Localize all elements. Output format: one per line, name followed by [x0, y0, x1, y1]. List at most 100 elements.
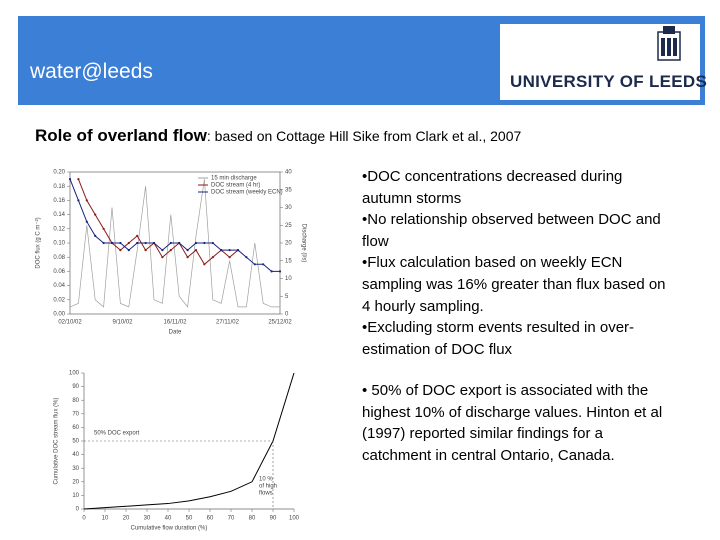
series-point [85, 220, 88, 223]
y-tick-label: 0.04 [53, 283, 65, 289]
series-point [203, 241, 206, 245]
x-tick-label: 27/11/02 [216, 320, 240, 326]
series-point [228, 256, 231, 259]
annotation: flows [259, 491, 273, 497]
series-point [203, 263, 206, 266]
series-point [102, 241, 105, 245]
y2-tick-label: 35 [285, 187, 292, 193]
university-logo: UNIVERSITY OF LEEDS [500, 24, 707, 100]
y2-axis-title: Discharge (l/s) [300, 224, 306, 263]
bullet: • 50% of DOC export is associated with t… [362, 382, 663, 464]
series-point [186, 256, 189, 259]
series-line [69, 179, 280, 308]
y-tick-label: 50 [72, 439, 79, 445]
x-tick-label: 40 [165, 516, 172, 522]
y-tick-label: 100 [69, 371, 80, 377]
y-tick-label: 0.08 [53, 255, 65, 261]
y-tick-label: 0.00 [53, 312, 65, 318]
bullet: •Flux calculation based on weekly ECN sa… [362, 254, 666, 315]
series-point [161, 249, 164, 252]
annotation: 50% DOC export [94, 431, 140, 437]
series-point [152, 241, 156, 245]
series-point [262, 263, 265, 266]
x-tick-label: 16/11/02 [164, 320, 188, 326]
heading-bold: Role of overland flow [35, 126, 207, 145]
y-tick-label: 0.10 [53, 241, 65, 247]
x-axis-title: Date [169, 330, 182, 336]
series-point [119, 249, 122, 252]
bullet: •No relationship observed between DOC an… [362, 211, 661, 250]
x-tick-label: 90 [270, 516, 277, 522]
heading-rest: : based on Cottage Hill Sike from Clark … [206, 128, 522, 144]
y-axis-title: DOC flux (g C m⁻²) [36, 217, 42, 268]
series-line [69, 178, 280, 272]
y2-tick-label: 5 [285, 294, 289, 300]
series-point [253, 263, 256, 266]
series-point [77, 178, 80, 181]
series-point [110, 241, 114, 245]
y-tick-label: 0.12 [53, 226, 65, 232]
x-tick-label: 25/12/02 [268, 320, 292, 326]
figure-timeseries: 0.00 0.02 0.04 0.06 0.08 0.10 0.12 0.14 0.16 0.18… [36, 170, 307, 336]
y-tick-label: 60 [72, 425, 79, 431]
series-point [194, 249, 198, 252]
x-tick-label: 50 [186, 516, 193, 522]
series-point [194, 241, 198, 245]
series-point [186, 249, 189, 252]
series-point [136, 234, 139, 237]
y2-tick-label: 15 [285, 258, 292, 264]
y-tick-label: 40 [72, 452, 79, 458]
y-tick-label: 70 [72, 411, 79, 417]
x-tick-label: 70 [228, 516, 235, 522]
bullets-top: •DOC concentrations decreased during aut… [362, 166, 672, 360]
x-tick-label: 10 [102, 516, 109, 522]
y-tick-label: 10 [72, 493, 79, 499]
x-tick-label: 80 [249, 516, 256, 522]
y2-tick-label: 40 [285, 170, 292, 176]
y2-tick-label: 25 [285, 223, 292, 229]
curve [83, 372, 295, 510]
x-tick-label: 60 [207, 516, 214, 522]
x-axis-title: Cumulative flow duration (%) [131, 526, 208, 532]
y-tick-label: 0.18 [53, 184, 65, 190]
series-line [77, 178, 239, 266]
y-tick-label: 0.06 [53, 269, 65, 275]
legend-label: DOC stream (weekly ECN) [211, 190, 283, 196]
bullet: •DOC concentrations decreased during aut… [362, 168, 623, 207]
annotation: of high [259, 484, 277, 490]
series-point [228, 249, 231, 252]
bullets-bottom: • 50% of DOC export is associated with t… [362, 380, 672, 466]
x-tick-label: 02/10/02 [58, 320, 82, 326]
bullet: •Excluding storm events resulted in over… [362, 319, 635, 358]
y-tick-label: 80 [72, 398, 79, 404]
series-point [270, 270, 273, 273]
series-point [169, 249, 172, 252]
series-point [211, 256, 214, 259]
x-tick-label: 9/10/02 [112, 320, 133, 326]
series-point [169, 241, 172, 245]
y-axis-title: Cumulative DOC stream flux (%) [54, 397, 60, 484]
x-tick-label: 100 [289, 516, 300, 522]
series-point [220, 249, 223, 252]
x-tick-label: 20 [123, 516, 130, 522]
annotation: 10 % [259, 477, 273, 483]
y-tick-label: 30 [72, 466, 79, 472]
series-point [119, 241, 122, 245]
slide-heading: Role of overland flow: based on Cottage … [35, 126, 521, 146]
series-point [211, 241, 214, 245]
y-tick-label: 20 [72, 479, 79, 485]
y-tick-label: 0.14 [53, 212, 65, 218]
series-point [178, 241, 181, 245]
y2-tick-label: 30 [285, 205, 292, 211]
y-tick-label: 0.16 [53, 198, 65, 204]
y2-tick-label: 10 [285, 276, 292, 282]
series-point [85, 199, 88, 202]
figure-cumulative: 0 10 20 30 40 50 60 70 80 90 100 0 10 20 30 40 50 60 70 80 9… [54, 371, 300, 532]
series-point [94, 213, 97, 216]
series-point [127, 241, 130, 245]
series-point [144, 249, 147, 252]
university-name: UNIVERSITY OF LEEDS [510, 72, 708, 91]
series-point [278, 270, 282, 273]
series-point [136, 241, 139, 245]
